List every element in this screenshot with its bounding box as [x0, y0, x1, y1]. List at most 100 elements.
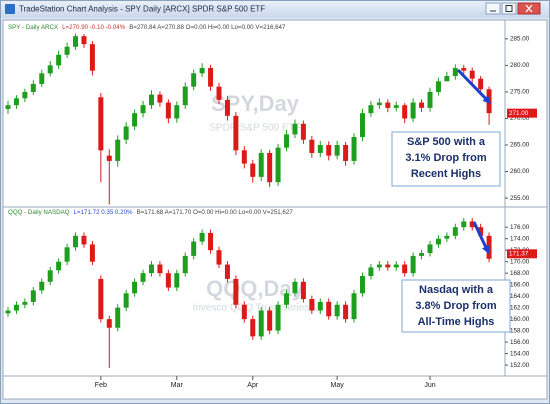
candle-body: [376, 264, 382, 268]
candle-body: [106, 155, 112, 161]
candle-body: [410, 255, 416, 274]
candle-body: [241, 150, 247, 164]
candle-body: [115, 139, 121, 161]
candle-body: [233, 278, 239, 305]
annotation-text: All-Time Highs: [418, 316, 495, 328]
candle-body: [191, 73, 197, 87]
candle-body: [326, 301, 332, 317]
arrow-head: [482, 95, 491, 104]
candle-body: [292, 123, 298, 135]
maximize-button[interactable]: [501, 2, 517, 15]
watermark: SPDR S&P 500 ETF: [209, 123, 301, 134]
candle-body: [140, 105, 146, 114]
candle-body: [224, 99, 230, 116]
y-tick-label: 170.00: [510, 258, 530, 265]
candle-body: [359, 276, 365, 294]
candle-body: [216, 250, 222, 265]
candle-body: [64, 46, 70, 55]
candle-body: [64, 247, 70, 262]
y-tick-label: 162.00: [510, 304, 530, 311]
last-price-tag: [507, 249, 537, 259]
candle-body: [115, 307, 121, 328]
candle-body: [284, 293, 290, 305]
candle-body: [351, 293, 357, 320]
candle-body: [435, 81, 441, 92]
watermark: Invesco QQQ Trust Series 1: [192, 303, 317, 314]
candle-body: [182, 255, 188, 274]
candle-body: [359, 113, 365, 138]
candle-body: [56, 54, 62, 66]
candle-body: [199, 68, 205, 74]
candle-body: [368, 267, 374, 277]
candle-body: [81, 36, 87, 45]
arrow-head: [482, 245, 490, 254]
candle-body: [444, 235, 450, 239]
candle-body: [402, 105, 408, 119]
header-segment: SPY - Daily ARCX: [8, 24, 58, 31]
candle-body: [13, 304, 19, 311]
candle-body: [174, 105, 180, 119]
candle-body: [22, 91, 28, 99]
candle-body: [419, 102, 425, 108]
candle-body: [157, 94, 163, 103]
candle-body: [461, 68, 467, 71]
y-tick-label: 160.00: [510, 316, 530, 323]
candle-body: [123, 126, 129, 140]
annotation-text: Nasdaq with a: [419, 284, 494, 296]
candle-body: [385, 102, 391, 108]
candle-body: [267, 310, 273, 331]
y-tick-label: 154.00: [510, 350, 530, 357]
minimize-button[interactable]: [485, 2, 501, 15]
candle-body: [326, 145, 332, 156]
title-bar: [1, 1, 549, 18]
candle-body: [250, 163, 256, 177]
candle-body: [410, 102, 416, 119]
candle-body: [157, 264, 163, 274]
candle-body: [469, 70, 475, 79]
candle-body: [275, 304, 281, 331]
app-icon: [5, 4, 15, 14]
candle-body: [98, 278, 104, 320]
x-tick-label: Feb: [95, 382, 107, 389]
panel-header: SPY - Daily ARCX L=270.90 -0.10 -0.04% B=2…: [8, 24, 286, 31]
x-tick-label: May: [331, 382, 345, 389]
candle-body: [486, 235, 492, 259]
x-tick-label: Apr: [247, 382, 259, 389]
candle-body: [182, 86, 188, 106]
candle-body: [148, 94, 154, 106]
candle-body: [56, 261, 62, 271]
y-tick-label: 166.00: [510, 281, 530, 288]
panel-header: QQQ - Daily NASDAQ L=171.72 0.35 0.20% B=1…: [8, 209, 293, 216]
annotation-text: 3.1% Drop from: [405, 152, 487, 164]
candle-body: [132, 113, 138, 127]
x-tick-label: Mar: [171, 382, 184, 389]
arrow-shaft: [472, 221, 489, 251]
candle-body: [334, 304, 340, 317]
y-tick-label: 176.00: [510, 224, 530, 231]
candle-body: [39, 281, 45, 291]
candle-body: [343, 304, 349, 320]
candle-body: [343, 145, 349, 161]
candle-body: [47, 65, 53, 74]
candle-body: [452, 68, 458, 76]
candle-body: [309, 299, 315, 311]
candle-body: [284, 134, 290, 148]
header-segment: B=171.68 A=171.70 O=0.00 Hi=0.00 Lo=0.00…: [137, 209, 294, 216]
candle-body: [376, 102, 382, 106]
candle-body: [317, 301, 323, 311]
candle-body: [81, 235, 87, 245]
y-tick-label: 152.00: [510, 362, 530, 369]
candle-body: [478, 227, 484, 236]
candle-body: [5, 105, 11, 109]
candle-body: [39, 73, 45, 84]
candle-body: [98, 97, 104, 151]
candle-body: [13, 98, 19, 106]
y-tick-label: 285.00: [510, 36, 530, 43]
last-price-label: 171.37: [509, 250, 529, 257]
candle-body: [427, 91, 433, 108]
candle-body: [427, 244, 433, 254]
y-tick-label: 156.00: [510, 339, 530, 346]
y-tick-label: 168.00: [510, 270, 530, 277]
candle-body: [300, 281, 306, 300]
